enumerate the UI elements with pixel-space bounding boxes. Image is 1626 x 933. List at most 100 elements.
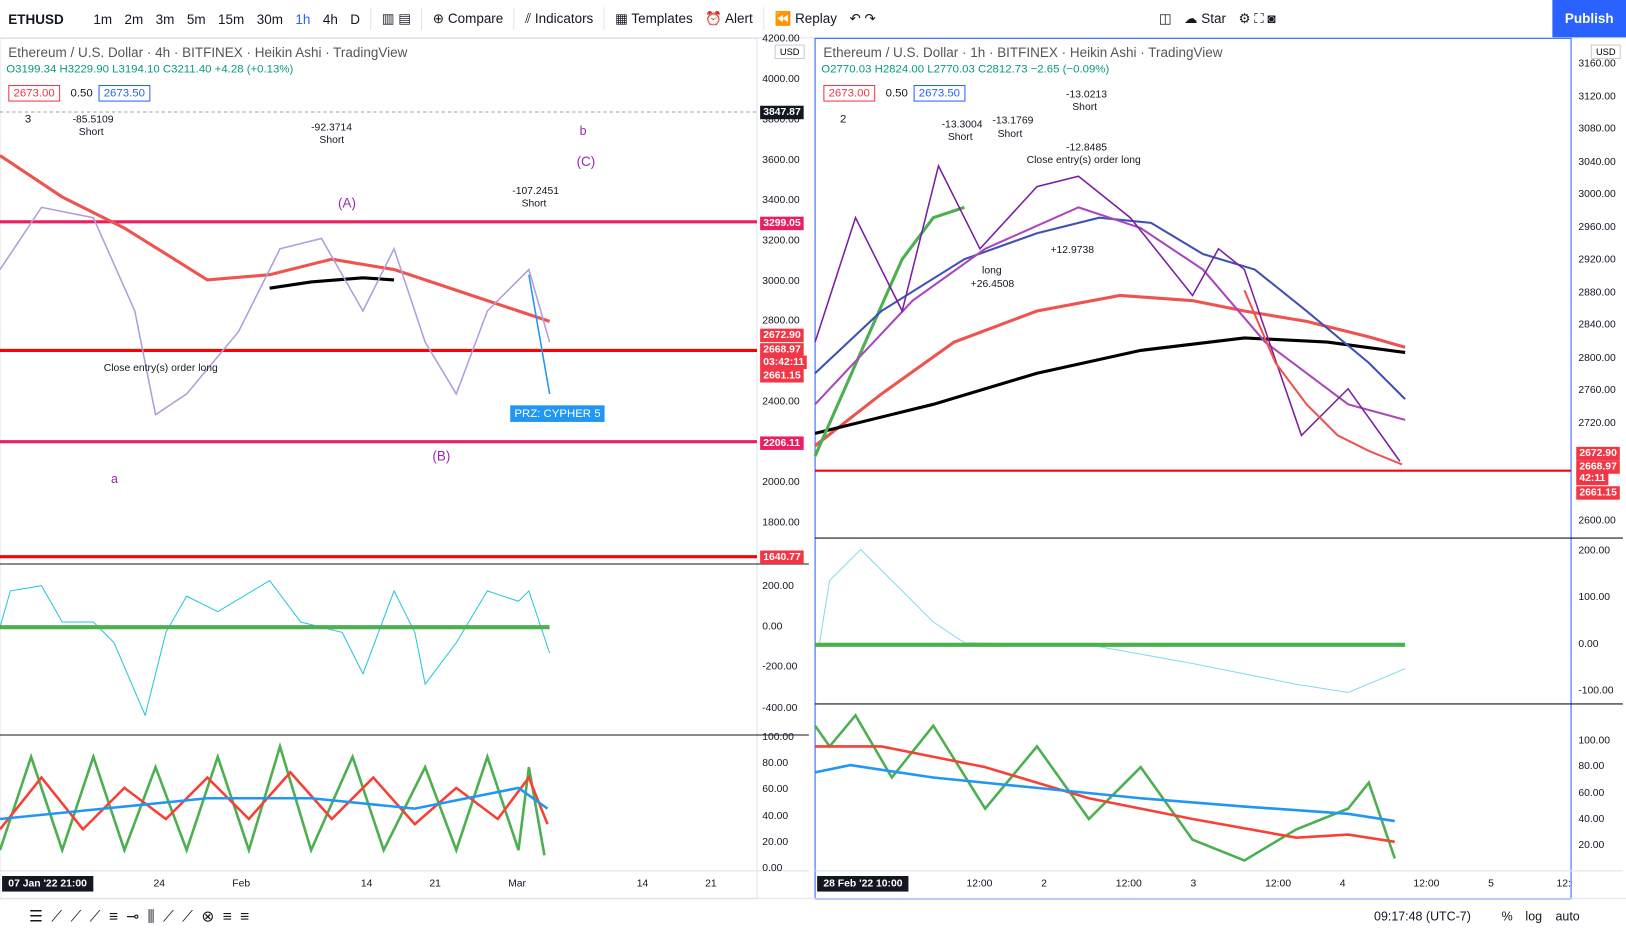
annotation: a <box>110 471 118 487</box>
time-tick: 12: <box>1556 878 1571 890</box>
chart-title: Ethereum / U.S. Dollar · 1h · BITFINEX ·… <box>823 44 1223 61</box>
bid-price: 2673.00 <box>823 85 875 102</box>
interval[interactable]: 30m <box>256 10 283 27</box>
price-tick: 2760.00 <box>1578 384 1616 397</box>
rsi-tick: 20.00 <box>1578 839 1605 852</box>
replay-button[interactable]: ⏪ Replay <box>774 10 838 26</box>
layout-button[interactable]: ◫ <box>1158 10 1172 26</box>
separator <box>763 7 765 31</box>
chart-style-button[interactable]: ▥ ▤ <box>381 10 412 26</box>
time-tick: 5 <box>1488 878 1494 890</box>
annotation: -13.0213 <box>1066 89 1107 101</box>
interval[interactable]: D <box>350 10 361 27</box>
left-pane <box>0 37 758 900</box>
indicators-label: Indicators <box>534 10 594 26</box>
rsi-line <box>0 741 546 856</box>
templates-button[interactable]: ▦ Templates <box>615 10 693 26</box>
percent-toggle[interactable]: % <box>1501 909 1513 924</box>
separator <box>370 7 372 31</box>
symbol[interactable]: ETHUSD <box>8 10 64 27</box>
time-tick: 24 <box>153 878 166 890</box>
alert-label: Alert <box>725 10 753 26</box>
price-tick: 3200.00 <box>762 234 800 247</box>
templates-label: Templates <box>631 10 693 26</box>
log-toggle[interactable]: log <box>1525 909 1543 924</box>
osc-tick: 200.00 <box>1578 545 1611 557</box>
price-tag: 42:11 <box>1576 471 1609 486</box>
price-tick: 3040.00 <box>1578 156 1616 168</box>
annotation: -85.5109 <box>72 114 114 126</box>
ohlc-values: O3199.34 H3229.90 L3194.10 C3211.40 +4.2… <box>6 63 294 76</box>
interval[interactable]: 3m <box>155 10 175 27</box>
top-toolbar: ETHUSD 1m 2m 3m 5m 15m 30m 1h 4h D ▥ ▤ ⊕… <box>0 0 1626 39</box>
cursor-date: 28 Feb '22 10:00 <box>817 876 909 892</box>
time-tick: 12:00 <box>1265 878 1292 890</box>
price-tag: 2672.90 <box>1576 446 1620 461</box>
star-button[interactable]: ☁ Star <box>1184 10 1227 26</box>
rsi-tick: 80.00 <box>1578 761 1605 773</box>
price-tick: 3000.00 <box>762 275 800 287</box>
chart-title: Ethereum / U.S. Dollar · 4h · BITFINEX ·… <box>8 44 408 61</box>
settings-button[interactable]: ⚙ ⛶ ◙ <box>1238 10 1276 26</box>
interval[interactable]: 1m <box>93 10 113 27</box>
interval[interactable]: 2m <box>124 10 144 27</box>
price-tick: 2960.00 <box>1578 221 1616 233</box>
price-tag: 03:42:11 <box>760 355 808 370</box>
annotation: Short <box>947 131 973 144</box>
rsi-line <box>0 770 549 832</box>
rsi-tick: 100.00 <box>1578 735 1611 747</box>
annotation: -13.3004 <box>941 119 983 131</box>
price-tick: 4200.00 <box>762 33 800 45</box>
time-tick: 12:00 <box>1413 878 1440 890</box>
price-tag: 2672.90 <box>760 328 804 343</box>
price-tick: 4000.00 <box>762 73 800 86</box>
price-tag: 2668.97 <box>760 343 804 357</box>
price-path <box>1243 289 1403 466</box>
time-tick: 12:00 <box>1115 878 1142 890</box>
price-tick: 2000.00 <box>762 476 800 489</box>
time-tick: 4 <box>1339 878 1346 890</box>
annotation: Short <box>319 134 345 147</box>
osc-tick: -200.00 <box>762 661 798 674</box>
interval[interactable]: 4h <box>322 10 338 27</box>
compare-button[interactable]: ⊕ Compare <box>432 10 504 26</box>
compare-label: Compare <box>447 10 504 26</box>
rsi-line <box>815 745 1395 844</box>
price-tick: 2800.00 <box>1578 351 1616 364</box>
interval[interactable]: 1h <box>295 10 311 27</box>
annotation: (A) <box>338 194 357 211</box>
ask-price: 2673.50 <box>98 85 151 102</box>
alert-button[interactable]: ⏰ Alert <box>705 10 753 26</box>
undo-button[interactable]: ↶ ↷ <box>849 10 876 26</box>
interval[interactable]: 5m <box>186 10 206 27</box>
time-tick: 3 <box>1190 878 1197 890</box>
bid-price: 2673.00 <box>8 85 60 102</box>
spread: 0.50 <box>70 87 93 100</box>
rsi-tick: 0.00 <box>762 862 783 874</box>
rsi-tick: 60.00 <box>1578 787 1605 799</box>
ohlc-values: O2770.03 H2824.00 L2770.03 C2812.73 −2.6… <box>821 63 1110 76</box>
annotation: Close entry(s) order long <box>1026 154 1141 166</box>
time-tick: Mar <box>508 878 527 890</box>
rsi-tick: 40.00 <box>762 810 789 822</box>
right-pane <box>814 37 1572 900</box>
oscillator <box>0 579 551 717</box>
drawing-tools[interactable]: ☰⟋⟋⟋≡⊸⫼⟋⟋⊗≡≡ <box>29 908 258 926</box>
annotation: Short <box>997 128 1023 140</box>
rsi-tick: 100.00 <box>762 731 794 744</box>
separator <box>603 7 605 31</box>
indicators-button[interactable]: ⫽ Indicators <box>525 10 594 26</box>
replay-label: Replay <box>795 10 838 26</box>
annotation: Short <box>78 126 104 138</box>
price-path <box>0 206 551 416</box>
annotation: (B) <box>432 447 451 464</box>
interval[interactable]: 15m <box>218 10 245 27</box>
price-tag: 3847.87 <box>760 105 804 120</box>
price-tick: 3080.00 <box>1578 123 1616 135</box>
moving-average <box>814 336 1406 435</box>
moving-average <box>814 206 1406 421</box>
publish-button[interactable]: Publish <box>1552 0 1626 38</box>
moving-average <box>814 293 1406 448</box>
auto-toggle[interactable]: auto <box>1555 909 1580 924</box>
